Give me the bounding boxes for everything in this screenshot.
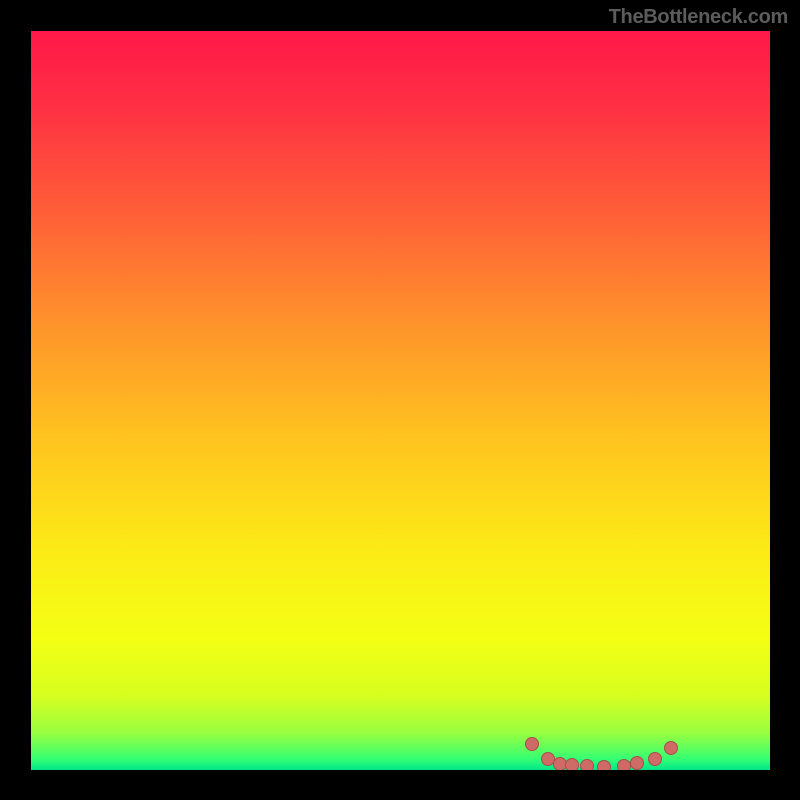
data-marker bbox=[580, 759, 594, 770]
data-marker bbox=[525, 737, 539, 751]
watermark-text: TheBottleneck.com bbox=[609, 6, 788, 29]
data-marker bbox=[648, 752, 662, 766]
data-marker bbox=[630, 756, 644, 770]
data-marker bbox=[597, 760, 611, 770]
bottleneck-curve bbox=[31, 31, 770, 767]
curve-layer bbox=[31, 31, 770, 770]
plot-area bbox=[31, 31, 770, 770]
data-marker bbox=[617, 759, 631, 770]
data-marker bbox=[565, 758, 579, 770]
data-marker bbox=[664, 741, 678, 755]
